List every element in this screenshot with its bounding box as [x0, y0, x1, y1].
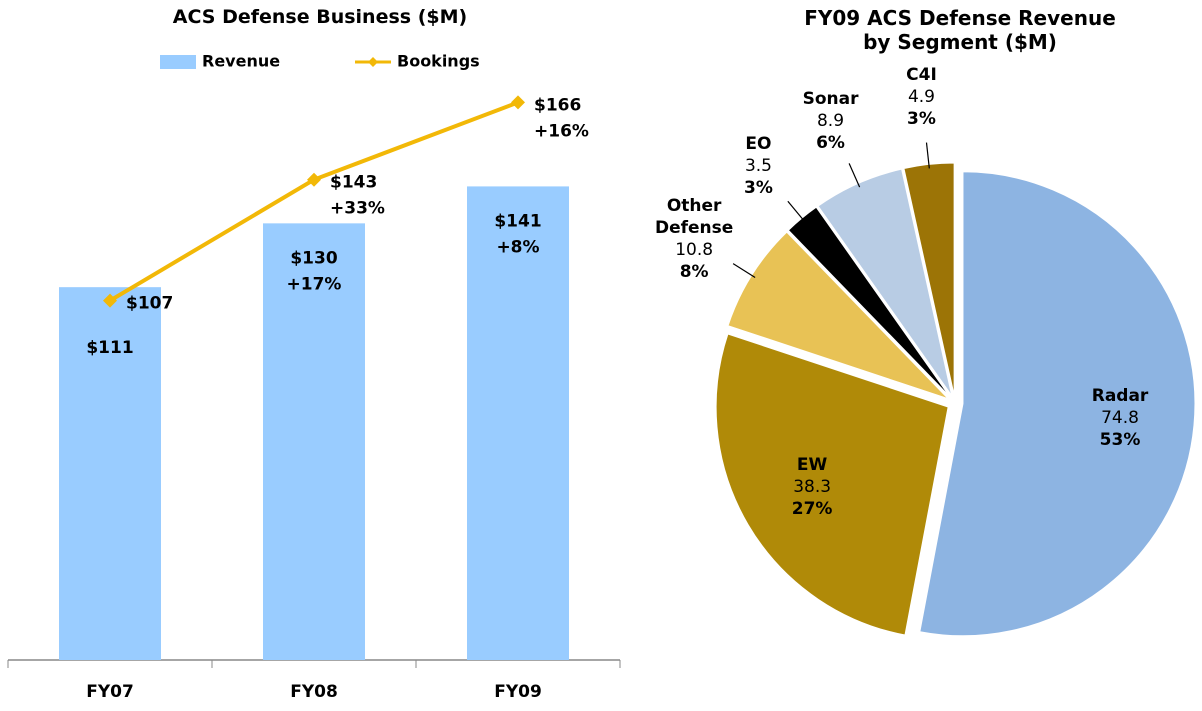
- x-tick-label: FY09: [494, 682, 542, 702]
- bar: [59, 287, 161, 660]
- percent-label: 53%: [1099, 430, 1141, 451]
- data-label: +16%: [534, 121, 589, 141]
- pie-slice: [919, 171, 1196, 637]
- marker: [307, 172, 321, 187]
- percent-label: 6%: [816, 133, 845, 154]
- value-label: 74.8: [1101, 408, 1139, 429]
- pie-slice: [715, 333, 949, 636]
- leader-line: [925, 142, 930, 169]
- legend-label: Revenue: [202, 52, 280, 71]
- percent-label: 3%: [744, 177, 773, 198]
- value-label: 3.5: [744, 155, 772, 176]
- pie-label: Sonar 8.9 6%: [803, 88, 859, 154]
- data-label: +17%: [287, 274, 342, 294]
- category-label: Sonar: [802, 89, 859, 110]
- leader-line: [732, 263, 756, 279]
- chart-title: FY09 ACS Defense Revenue by Segment ($M): [804, 6, 1116, 54]
- value-label: 10.8: [675, 240, 714, 261]
- category-label: Radar: [1091, 386, 1149, 407]
- marker: [103, 293, 117, 308]
- percent-label: 27%: [791, 499, 833, 520]
- value-label: 4.9: [907, 86, 936, 107]
- pie-label: Radar 74.8 53%: [1092, 385, 1149, 451]
- pie-label: EO 3.5 3%: [744, 133, 773, 199]
- leader-line: [848, 163, 861, 188]
- marker: [511, 95, 525, 110]
- pie-label: EW 38.3 27%: [792, 454, 833, 520]
- chart-title: ACS Defense Business ($M): [172, 6, 468, 28]
- data-label: +8%: [496, 237, 539, 257]
- bar: [263, 223, 365, 660]
- data-label: $143: [330, 173, 377, 193]
- bar: [467, 186, 569, 660]
- legend-label: Bookings: [397, 52, 480, 71]
- value-label: 38.3: [793, 477, 832, 498]
- data-label: $107: [126, 294, 173, 314]
- x-tick-label: FY07: [86, 682, 134, 702]
- value-label: 8.9: [816, 111, 845, 132]
- percent-label: 3%: [907, 108, 936, 129]
- legend-swatch: [160, 55, 196, 69]
- data-label: $141: [494, 211, 541, 231]
- category-label: C4I: [906, 64, 937, 85]
- percent-label: 8%: [679, 262, 709, 283]
- pie-label: C4I 4.9 3%: [906, 64, 937, 130]
- data-label: +33%: [330, 199, 385, 219]
- category-label: EW: [796, 455, 828, 476]
- category-label: Other Defense: [654, 196, 734, 239]
- data-label: $130: [290, 248, 337, 268]
- data-label: $166: [534, 95, 581, 115]
- data-label: $111: [86, 338, 133, 358]
- category-label: EO: [745, 133, 772, 154]
- leader-line: [787, 200, 805, 222]
- x-tick-label: FY08: [290, 682, 338, 702]
- pie-label: Other Defense 10.8 8%: [649, 195, 739, 283]
- legend-marker: [368, 57, 378, 67]
